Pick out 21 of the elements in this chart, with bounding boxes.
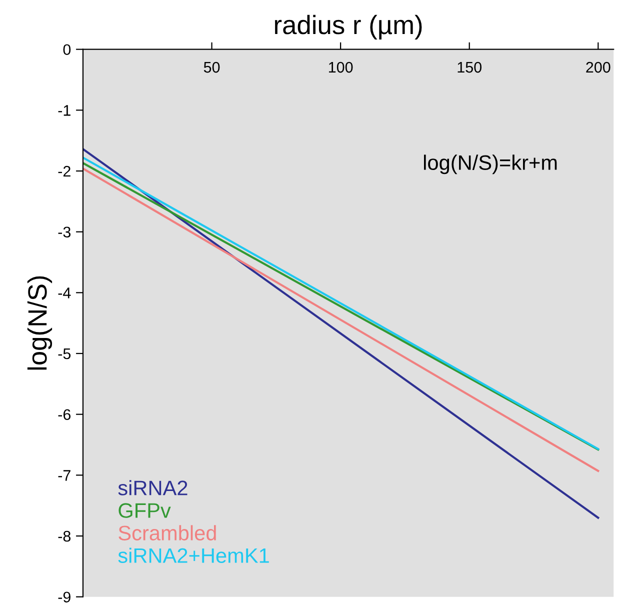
- y-tick-label: -9: [58, 592, 70, 603]
- y-tick-label: -6: [58, 409, 71, 420]
- text: GFPv: [118, 503, 171, 518]
- y-tick-label: -7: [58, 470, 70, 481]
- y-tick-label: -4: [58, 288, 71, 298]
- y-axis-title: log(N/S): [27, 276, 52, 370]
- text: siRNA2: [118, 480, 188, 496]
- y-tick-label: 0: [63, 44, 71, 56]
- text: Scrambled: [118, 525, 216, 540]
- y-tick-label: -2: [58, 166, 70, 177]
- text: siRNA2+HemK1: [118, 548, 269, 563]
- x-axis-title: radius r (µm): [275, 14, 422, 40]
- y-tick-label: -8: [58, 530, 71, 542]
- y-tick-label: -5: [58, 348, 71, 360]
- x-tick-label: 50: [204, 62, 220, 73]
- y-tick-label: -3: [58, 226, 71, 238]
- annotation: log(N/S)=kr+m: [424, 154, 557, 174]
- y-tick-label: -1: [58, 105, 70, 116]
- x-tick-label: 200: [586, 62, 610, 73]
- x-tick-label: 100: [328, 62, 353, 73]
- x-tick-label: 150: [458, 62, 482, 73]
